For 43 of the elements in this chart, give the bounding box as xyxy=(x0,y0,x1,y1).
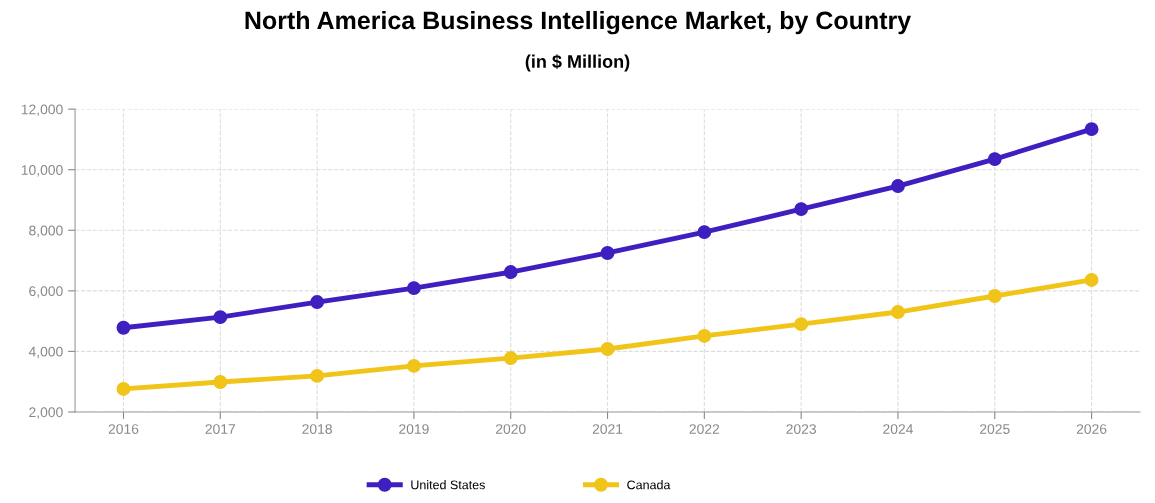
x-tick-label: 2020 xyxy=(495,424,526,434)
y-tick-label: 8,000 xyxy=(29,225,63,238)
x-tick-label: 2019 xyxy=(399,424,429,434)
point xyxy=(116,320,131,335)
point xyxy=(310,295,325,309)
x-tick-label: 2018 xyxy=(302,424,332,434)
x-tick-label: 2017 xyxy=(205,424,236,434)
legend-label: United States xyxy=(411,480,485,490)
point xyxy=(406,281,421,296)
x-tick-label: 2016 xyxy=(108,424,139,434)
point xyxy=(1084,122,1099,137)
x-tick-label: 2021 xyxy=(592,424,623,434)
y-tick-label: 4,000 xyxy=(28,346,63,359)
point xyxy=(697,225,712,240)
point xyxy=(697,329,712,343)
x-tick-label: 2023 xyxy=(786,424,816,434)
point xyxy=(116,381,131,396)
point xyxy=(406,358,421,373)
point xyxy=(794,202,809,217)
point xyxy=(794,317,809,332)
point xyxy=(600,342,615,356)
x-tick-label: 2022 xyxy=(689,424,720,434)
y-tick-label: 10,000 xyxy=(21,165,63,177)
legend-label: Canada xyxy=(627,480,671,490)
point xyxy=(310,368,325,383)
point xyxy=(987,289,1002,303)
y-tick-label: 12,000 xyxy=(21,104,63,116)
point xyxy=(503,351,518,366)
x-tick-label: 2026 xyxy=(1076,424,1107,434)
point xyxy=(891,179,905,194)
x-tick-label: 2024 xyxy=(883,424,913,434)
y-tick-label: 6,000 xyxy=(29,286,63,298)
point xyxy=(891,305,905,319)
y-tick-label: 2,000 xyxy=(29,407,63,419)
point xyxy=(503,265,518,280)
chart-title: North America Business Intelligence Market, by Country xyxy=(245,10,912,35)
point xyxy=(600,246,615,260)
point xyxy=(213,310,228,325)
point xyxy=(1084,272,1099,287)
point xyxy=(987,152,1002,167)
point xyxy=(213,375,228,389)
x-tick-label: 2025 xyxy=(980,424,1010,434)
chart-subtitle: (in $ Million) xyxy=(525,54,630,72)
